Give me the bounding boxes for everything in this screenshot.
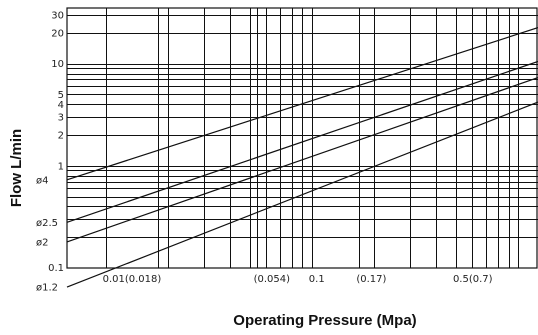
x-tick-labels: 0.01(0.018) (0.054) 0.1 (0.17) 0.5(0.7)	[103, 274, 493, 285]
y-tick-label: 0.1	[48, 263, 64, 274]
x-tick-label: 0.01(0.018)	[103, 274, 162, 285]
series-label: ø2	[36, 237, 48, 248]
series-label: ø4	[36, 175, 48, 186]
x-tick-label: (0.17)	[356, 274, 386, 285]
series-layer	[66, 27, 538, 288]
y-tick-labels: 30 20 10 54 3 2 1 0.1	[48, 10, 64, 274]
y-tick-label: 4	[58, 100, 64, 111]
plot-frame	[66, 7, 538, 269]
x-axis-title: Operating Pressure (Mpa)	[233, 312, 416, 329]
grid-layer	[67, 8, 538, 268]
y-tick-label: 5	[58, 90, 64, 101]
y-tick-label: 10	[51, 59, 64, 70]
series-line	[66, 77, 538, 243]
y-tick-label: 2	[58, 131, 64, 142]
series-line	[66, 101, 538, 288]
y-tick-label: 20	[51, 28, 64, 39]
x-tick-label: 0.1	[309, 274, 325, 285]
series-line	[66, 60, 538, 223]
x-tick-label: (0.054)	[254, 274, 291, 285]
y-axis-title: Flow L/min	[8, 129, 25, 207]
series-label: ø2.5	[36, 218, 58, 229]
y-tick-label: 30	[51, 10, 64, 21]
series-labels: ø4 ø2.5 ø2 ø1.2	[36, 175, 58, 293]
series-line	[66, 27, 538, 181]
series-label: ø1.2	[36, 283, 58, 294]
x-tick-label: 0.5(0.7)	[453, 274, 493, 285]
y-tick-label: 1	[58, 161, 64, 172]
y-tick-label: 3	[58, 113, 64, 124]
